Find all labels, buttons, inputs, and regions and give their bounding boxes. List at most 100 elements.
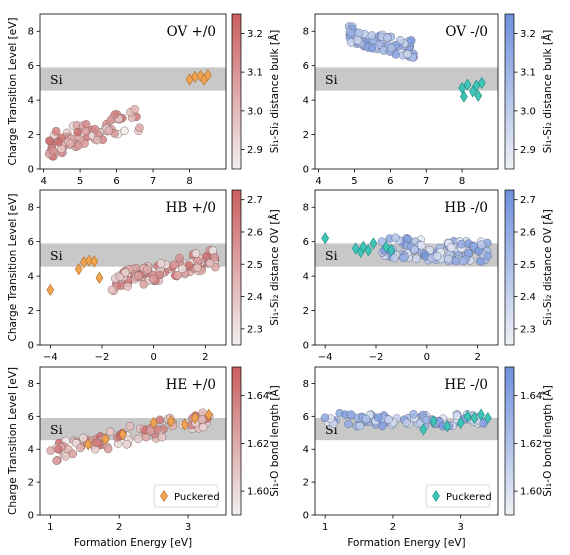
puckered-point	[149, 416, 158, 429]
data-point	[210, 253, 219, 262]
data-point	[90, 125, 100, 134]
y-tick-label: 0	[28, 341, 34, 352]
x-tick-label: −2	[95, 352, 110, 363]
data-point	[410, 245, 419, 254]
puckered-point	[460, 90, 468, 103]
x-tick-label: 5	[351, 176, 357, 187]
y-tick-label: 2	[303, 478, 309, 489]
x-tick-label: 4	[40, 176, 46, 187]
puckered-point	[359, 240, 368, 253]
data-point	[125, 422, 135, 431]
data-point	[173, 270, 182, 280]
data-point	[46, 446, 55, 455]
data-point	[354, 28, 364, 38]
data-point	[169, 260, 179, 270]
legend-label: Puckered	[446, 492, 492, 503]
colorbar-tick-label: 2.4	[247, 292, 263, 303]
x-tick-label: 4	[315, 176, 321, 187]
colorbar-tick-label: 3.1	[247, 68, 263, 79]
axes-frame	[314, 366, 499, 516]
colorbar-tick-label: 2.6	[247, 227, 263, 238]
colorbar-label: Si₁-O bond length [Å]	[541, 385, 554, 496]
data-point	[123, 282, 132, 291]
subplot-title: OV -/0	[445, 24, 488, 40]
colorbar-label: Si₁-Si₂ distance bulk [Å]	[268, 30, 281, 154]
data-point	[81, 127, 90, 136]
colorbar-tick-label: 2.3	[520, 324, 536, 335]
data-point	[73, 141, 83, 151]
axes-frame	[39, 13, 227, 170]
colorbar	[504, 13, 515, 170]
data-point	[403, 234, 413, 244]
data-point	[107, 285, 117, 295]
colorbar-label: Si₁-Si₂ distance OV [Å]	[541, 209, 554, 326]
puckered-point	[463, 78, 472, 91]
data-point	[148, 274, 158, 284]
colorbar-tick-label: 2.5	[520, 260, 536, 271]
x-axis-label: Formation Energy [eV]	[74, 537, 192, 549]
puckered-point	[477, 76, 486, 89]
data-point	[79, 433, 88, 443]
x-tick-label: 6	[113, 176, 119, 187]
data-point	[390, 253, 399, 263]
x-tick-label: 0	[424, 352, 430, 363]
data-point	[110, 110, 120, 119]
data-point	[143, 265, 152, 274]
puckered-point	[382, 240, 391, 253]
data-point	[54, 137, 63, 147]
data-point	[92, 135, 102, 145]
y-tick-label: 4	[28, 96, 34, 107]
y-tick-label: 6	[28, 412, 34, 423]
y-tick-label: 0	[303, 165, 309, 176]
data-point	[444, 254, 453, 264]
y-tick-label: 2	[303, 306, 309, 317]
subplot-title: HB -/0	[444, 200, 488, 216]
puckered-point	[477, 408, 485, 421]
x-tick-label: 6	[387, 176, 393, 187]
puckered-point	[419, 423, 428, 436]
puckered-point	[101, 433, 110, 446]
legend-label: Puckered	[174, 492, 220, 503]
colorbar-tick-label: 2.6	[520, 227, 536, 238]
puckered-point	[95, 271, 104, 284]
data-point	[417, 241, 426, 250]
y-tick-label: 4	[303, 445, 309, 456]
data-point	[134, 271, 143, 280]
x-tick-label: −4	[318, 352, 333, 363]
puckered-point	[470, 411, 479, 425]
puckered-point	[191, 411, 199, 425]
si-band	[315, 67, 498, 91]
colorbar-tick-label: 1.60	[520, 487, 542, 498]
puckered-point	[167, 415, 175, 428]
data-point	[355, 421, 365, 431]
x-tick-label: −2	[369, 352, 384, 363]
data-point	[320, 413, 330, 423]
data-point	[367, 43, 377, 53]
colorbar-tick-label: 1.62	[247, 439, 269, 450]
colorbar-tick-label: 3.1	[520, 68, 536, 79]
data-point	[452, 411, 462, 421]
data-point	[446, 243, 456, 252]
subplot-4: Si HB -/0 0 2 4 6 8 −4 −2 0 2 2.3 2.4 2.5 2.6 2.7 Si₁-Si…	[303, 189, 554, 363]
data-point	[51, 126, 61, 136]
data-point	[384, 415, 393, 424]
puckered-point	[483, 411, 492, 425]
colorbar-label: Si₁-Si₂ distance OV [Å]	[268, 209, 281, 326]
si-band-label: Si	[50, 248, 63, 263]
x-tick-label: 0	[150, 352, 156, 363]
y-tick-label: 8	[28, 379, 34, 390]
data-point	[120, 126, 129, 136]
y-tick-label: 4	[28, 445, 34, 456]
data-point	[48, 146, 58, 156]
data-point	[386, 43, 396, 53]
y-tick-label: 8	[28, 27, 34, 38]
data-point	[139, 280, 148, 289]
colorbar-tick-label: 2.3	[247, 324, 263, 335]
data-point	[412, 254, 421, 263]
puckered-point	[351, 242, 360, 255]
data-point	[193, 263, 202, 273]
data-point	[135, 123, 144, 133]
y-axis-label: Charge Transition Level [eV]	[7, 17, 19, 165]
colorbar	[231, 366, 242, 516]
